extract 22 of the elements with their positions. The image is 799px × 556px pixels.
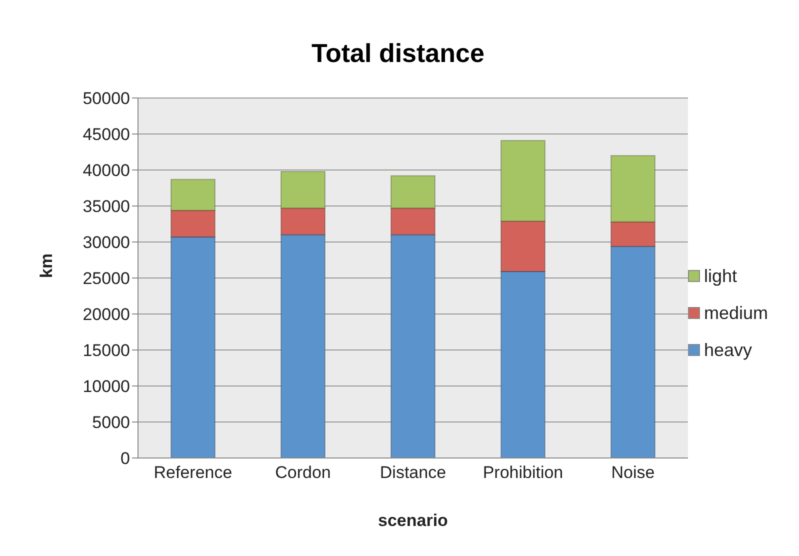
y-axis-title: km xyxy=(37,253,56,278)
x-tick-label: Noise xyxy=(611,463,655,482)
y-tick-label: 0 xyxy=(120,449,130,468)
y-tick-label: 50000 xyxy=(82,89,130,108)
x-tick-label: Distance xyxy=(380,463,446,482)
x-tick-label: Prohibition xyxy=(482,463,564,482)
y-tick-label: 45000 xyxy=(82,125,130,144)
legend-label: medium xyxy=(704,302,768,324)
y-tick-label: 10000 xyxy=(82,377,130,396)
y-tick-label: 25000 xyxy=(82,269,130,288)
y-tick-label: 5000 xyxy=(92,413,130,432)
legend-label: heavy xyxy=(704,340,752,360)
x-axis-title: scenario xyxy=(378,511,448,530)
x-tick-label: Cordon xyxy=(275,463,331,482)
y-tick-label: 30000 xyxy=(82,233,130,252)
y-tick-label: 35000 xyxy=(82,197,130,216)
y-tick-label: 40000 xyxy=(82,161,130,180)
chart-title: Total distance xyxy=(310,37,486,70)
y-tick-label: 20000 xyxy=(82,305,130,324)
x-tick-label: Reference xyxy=(154,463,232,482)
legend-label: light xyxy=(704,266,737,286)
y-tick-label: 15000 xyxy=(82,341,130,360)
